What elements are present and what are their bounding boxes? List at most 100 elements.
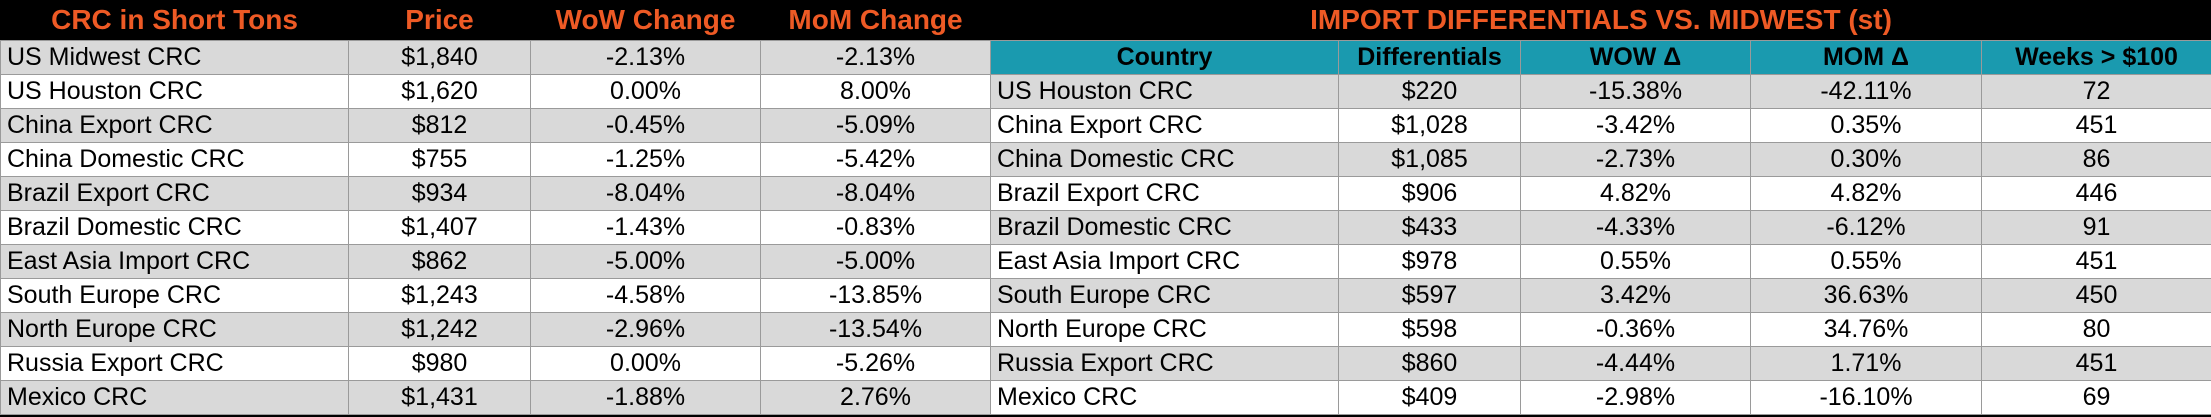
row-label-cell[interactable]: Brazil Domestic CRC xyxy=(0,209,349,245)
value-cell[interactable]: 0.30% xyxy=(1750,141,1982,177)
value-cell[interactable]: -1.88% xyxy=(530,379,761,415)
value-cell[interactable]: 0.55% xyxy=(1520,243,1751,279)
value-cell[interactable]: 72 xyxy=(1980,73,2211,109)
value-cell[interactable]: -5.00% xyxy=(760,243,991,279)
row-label-cell[interactable]: North Europe CRC xyxy=(0,311,349,347)
value-cell[interactable]: -0.45% xyxy=(530,107,761,143)
header-weeks-over-100[interactable]: Weeks > $100 xyxy=(1980,39,2211,75)
row-label-cell[interactable]: US Houston CRC xyxy=(0,73,349,109)
row-label-cell[interactable]: Mexico CRC xyxy=(990,379,1339,415)
value-cell[interactable]: 4.82% xyxy=(1750,175,1982,211)
row-label-cell[interactable]: Russia Export CRC xyxy=(0,345,349,381)
header-wow-delta[interactable]: WOW Δ xyxy=(1520,39,1751,75)
value-cell[interactable]: $906 xyxy=(1338,175,1521,211)
value-cell[interactable]: 0.55% xyxy=(1750,243,1982,279)
value-cell[interactable]: 91 xyxy=(1980,209,2211,245)
value-cell[interactable]: 36.63% xyxy=(1750,277,1982,313)
row-label-cell[interactable]: East Asia Import CRC xyxy=(990,243,1339,279)
value-cell[interactable]: 446 xyxy=(1980,175,2211,211)
header-country[interactable]: Country xyxy=(990,39,1339,75)
row-label-cell[interactable]: Brazil Export CRC xyxy=(0,175,349,211)
value-cell[interactable]: -5.42% xyxy=(760,141,991,177)
value-cell[interactable]: -2.96% xyxy=(530,311,761,347)
row-label-cell[interactable]: US Houston CRC xyxy=(990,73,1339,109)
value-cell[interactable]: $597 xyxy=(1338,277,1521,313)
value-cell[interactable]: -8.04% xyxy=(760,175,991,211)
value-cell[interactable]: 2.76% xyxy=(760,379,991,415)
row-label-cell[interactable]: China Export CRC xyxy=(990,107,1339,143)
header-differentials[interactable]: Differentials xyxy=(1338,39,1521,75)
value-cell[interactable]: $980 xyxy=(348,345,531,381)
value-cell[interactable]: -42.11% xyxy=(1750,73,1982,109)
value-cell[interactable]: $1,028 xyxy=(1338,107,1521,143)
value-cell[interactable]: -16.10% xyxy=(1750,379,1982,415)
value-cell[interactable]: 450 xyxy=(1980,277,2211,313)
value-cell[interactable]: -2.73% xyxy=(1520,141,1751,177)
value-cell[interactable]: $409 xyxy=(1338,379,1521,415)
value-cell[interactable]: -2.98% xyxy=(1520,379,1751,415)
value-cell[interactable]: -1.43% xyxy=(530,209,761,245)
row-label-cell[interactable]: Russia Export CRC xyxy=(990,345,1339,381)
value-cell[interactable]: -0.83% xyxy=(760,209,991,245)
row-label-cell[interactable]: China Domestic CRC xyxy=(0,141,349,177)
value-cell[interactable]: $1,840 xyxy=(348,39,531,75)
value-cell[interactable]: -15.38% xyxy=(1520,73,1751,109)
value-cell[interactable]: $1,242 xyxy=(348,311,531,347)
value-cell[interactable]: -5.00% xyxy=(530,243,761,279)
value-cell[interactable]: -3.42% xyxy=(1520,107,1751,143)
value-cell[interactable]: 0.35% xyxy=(1750,107,1982,143)
value-cell[interactable]: 451 xyxy=(1980,243,2211,279)
row-label-cell[interactable]: East Asia Import CRC xyxy=(0,243,349,279)
value-cell[interactable]: $934 xyxy=(348,175,531,211)
row-label-cell[interactable]: Mexico CRC xyxy=(0,379,349,415)
value-cell[interactable]: $1,407 xyxy=(348,209,531,245)
value-cell[interactable]: 3.42% xyxy=(1520,277,1751,313)
row-label-cell[interactable]: China Domestic CRC xyxy=(990,141,1339,177)
value-cell[interactable]: $860 xyxy=(1338,345,1521,381)
value-cell[interactable]: -4.58% xyxy=(530,277,761,313)
value-cell[interactable]: -8.04% xyxy=(530,175,761,211)
value-cell[interactable]: 34.76% xyxy=(1750,311,1982,347)
value-cell[interactable]: $220 xyxy=(1338,73,1521,109)
value-cell[interactable]: $1,085 xyxy=(1338,141,1521,177)
header-mom-change[interactable]: MoM Change xyxy=(760,0,991,40)
value-cell[interactable]: 451 xyxy=(1980,107,2211,143)
value-cell[interactable]: -2.13% xyxy=(760,39,991,75)
value-cell[interactable]: 86 xyxy=(1980,141,2211,177)
value-cell[interactable]: -5.26% xyxy=(760,345,991,381)
value-cell[interactable]: 69 xyxy=(1980,379,2211,415)
row-label-cell[interactable]: US Midwest CRC xyxy=(0,39,349,75)
value-cell[interactable]: $1,431 xyxy=(348,379,531,415)
header-crc-short-tons[interactable]: CRC in Short Tons xyxy=(0,0,349,40)
value-cell[interactable]: 0.00% xyxy=(530,73,761,109)
row-label-cell[interactable]: China Export CRC xyxy=(0,107,349,143)
header-mom-delta[interactable]: MOM Δ xyxy=(1750,39,1982,75)
value-cell[interactable]: $755 xyxy=(348,141,531,177)
value-cell[interactable]: -13.54% xyxy=(760,311,991,347)
value-cell[interactable]: 80 xyxy=(1980,311,2211,347)
value-cell[interactable]: $812 xyxy=(348,107,531,143)
value-cell[interactable]: -4.44% xyxy=(1520,345,1751,381)
value-cell[interactable]: $1,620 xyxy=(348,73,531,109)
value-cell[interactable]: $433 xyxy=(1338,209,1521,245)
value-cell[interactable]: -4.33% xyxy=(1520,209,1751,245)
value-cell[interactable]: -0.36% xyxy=(1520,311,1751,347)
value-cell[interactable]: -13.85% xyxy=(760,277,991,313)
value-cell[interactable]: $862 xyxy=(348,243,531,279)
value-cell[interactable]: 8.00% xyxy=(760,73,991,109)
value-cell[interactable]: -6.12% xyxy=(1750,209,1982,245)
row-label-cell[interactable]: South Europe CRC xyxy=(0,277,349,313)
header-price[interactable]: Price xyxy=(348,0,531,40)
value-cell[interactable]: $598 xyxy=(1338,311,1521,347)
import-differentials-title[interactable]: IMPORT DIFFERENTIALS VS. MIDWEST (st) xyxy=(990,0,2211,40)
value-cell[interactable]: 0.00% xyxy=(530,345,761,381)
value-cell[interactable]: 1.71% xyxy=(1750,345,1982,381)
value-cell[interactable]: $1,243 xyxy=(348,277,531,313)
value-cell[interactable]: -5.09% xyxy=(760,107,991,143)
row-label-cell[interactable]: North Europe CRC xyxy=(990,311,1339,347)
row-label-cell[interactable]: Brazil Domestic CRC xyxy=(990,209,1339,245)
value-cell[interactable]: -2.13% xyxy=(530,39,761,75)
value-cell[interactable]: $978 xyxy=(1338,243,1521,279)
header-wow-change[interactable]: WoW Change xyxy=(530,0,761,40)
value-cell[interactable]: -1.25% xyxy=(530,141,761,177)
